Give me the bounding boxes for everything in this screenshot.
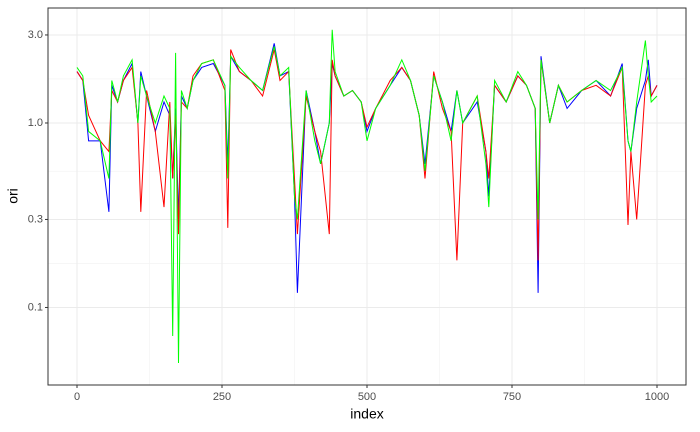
x-tick-label: 750 bbox=[503, 391, 521, 403]
y-tick-label: 0.3 bbox=[28, 213, 43, 225]
y-tick-label: 3.0 bbox=[28, 29, 43, 41]
x-tick-label: 0 bbox=[74, 391, 80, 403]
lines bbox=[76, 29, 658, 364]
x-axis-title: index bbox=[350, 406, 383, 422]
series-line bbox=[76, 29, 658, 364]
y-tick-label: 1.0 bbox=[28, 117, 43, 129]
x-tick-label: 1000 bbox=[645, 391, 669, 403]
y-tick-label: 0.1 bbox=[28, 301, 43, 313]
y-axis-title: ori bbox=[5, 188, 21, 204]
x-tick-label: 250 bbox=[213, 391, 231, 403]
grid bbox=[48, 8, 686, 385]
x-tick-label: 500 bbox=[358, 391, 376, 403]
